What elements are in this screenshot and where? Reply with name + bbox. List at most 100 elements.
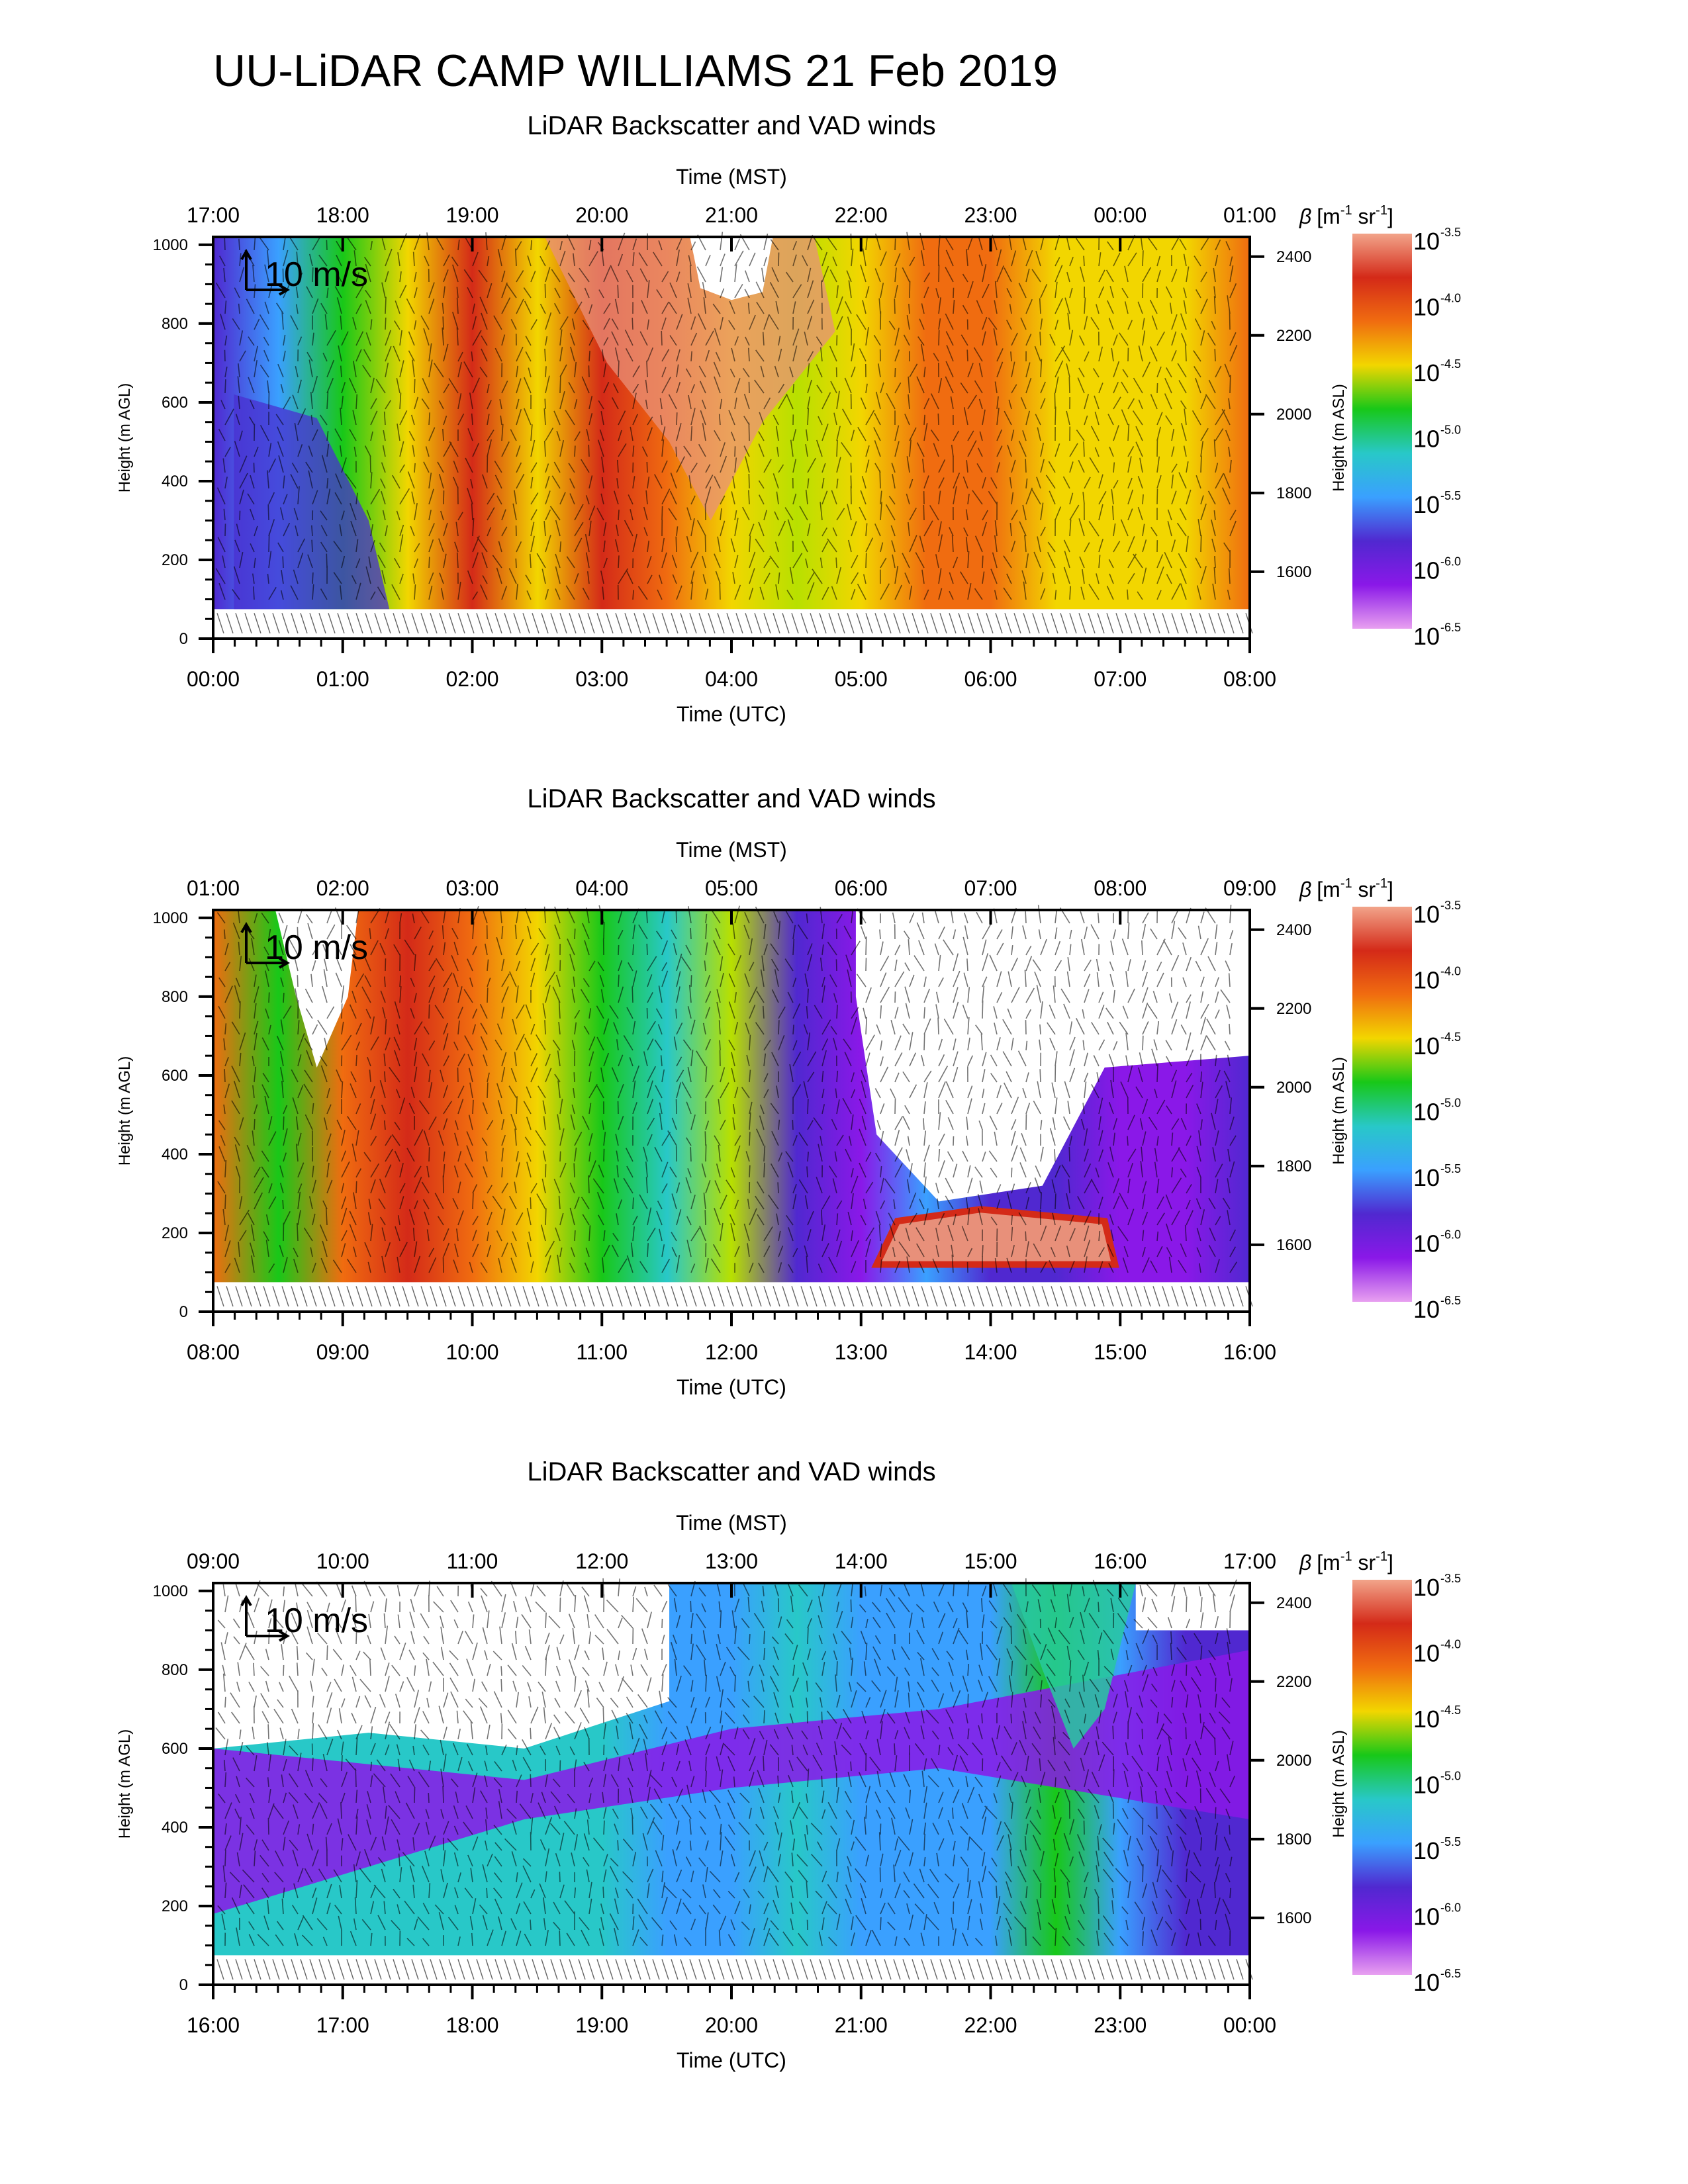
colorbar-tick-exponent: -4.5 [1440, 1704, 1461, 1717]
x-tick-label-mst: 11:00 [447, 1549, 498, 1573]
x-axis-label-utc: Time (UTC) [677, 702, 786, 726]
y-tick-label-agl: 0 [179, 1976, 188, 1994]
panel-2: LiDAR Backscatter and VAD winds Time (MST… [116, 784, 1461, 1399]
data-gap [690, 237, 773, 300]
vad-wind-arrows [216, 905, 1238, 1273]
y-tick-label-agl: 400 [162, 1146, 188, 1163]
colorbar-label-close: ] [1387, 878, 1393, 901]
x-tick-label-utc: 04:00 [705, 667, 758, 691]
x-axis-label-utc: Time (UTC) [677, 1375, 786, 1399]
colorbar-tick-base: 10 [1413, 1969, 1440, 1996]
vad-wind-arrows [215, 1578, 1237, 1946]
colorbar-label-close: ] [1387, 205, 1393, 228]
x-tick-label-utc: 11:00 [576, 1340, 628, 1364]
y-tick-label-asl: 1600 [1276, 1909, 1311, 1927]
y-tick-label-agl: 400 [162, 1819, 188, 1837]
y-axis-label-asl: Height (m ASL) [1330, 384, 1348, 492]
y-tick-label-asl: 2200 [1276, 1000, 1311, 1018]
x-tick-label-mst: 00:00 [1094, 203, 1147, 227]
y-axis-label-agl: Height (m AGL) [116, 1729, 134, 1839]
colorbar-tick-base: 10 [1413, 1772, 1440, 1799]
colorbar-tick-exponent: -6.0 [1440, 555, 1461, 569]
colorbar-label-exp1: -1 [1340, 1549, 1352, 1564]
colorbar-tick-exponent: -5.0 [1440, 1770, 1461, 1783]
x-tick-label-utc: 16:00 [1223, 1340, 1276, 1364]
y-tick-label-asl: 2000 [1276, 1752, 1311, 1770]
x-tick-label-utc: 07:00 [1094, 667, 1147, 691]
x-tick-label-mst: 04:00 [575, 876, 628, 900]
colorbar-tick-exponent: -6.0 [1440, 1901, 1461, 1915]
y-axis-label-agl: Height (m AGL) [116, 1056, 134, 1165]
colorbar-label: β [m-1 sr-1] [1299, 203, 1393, 228]
y-tick-label-asl: 1800 [1276, 1831, 1311, 1848]
y-tick-label-asl: 2200 [1276, 1673, 1311, 1691]
x-tick-label-utc: 17:00 [316, 2013, 369, 2037]
page-title: UU-LiDAR CAMP WILLIAMS 21 Feb 2019 [213, 46, 1058, 96]
colorbar-label-exp2: -1 [1376, 203, 1387, 218]
x-tick-label-utc: 20:00 [705, 2013, 758, 2037]
x-tick-label-mst: 21:00 [705, 203, 758, 227]
x-tick-label-utc: 05:00 [835, 667, 888, 691]
colorbar-label-units: [m [1317, 878, 1340, 901]
colorbar-tick-exponent: -5.0 [1440, 1097, 1461, 1110]
x-tick-label-mst: 09:00 [1223, 876, 1276, 900]
y-axis-label-asl: Height (m ASL) [1330, 1730, 1348, 1838]
x-tick-label-mst: 07:00 [964, 876, 1017, 900]
x-tick-label-mst: 09:00 [187, 1549, 240, 1573]
x-tick-label-mst: 17:00 [1223, 1549, 1276, 1573]
y-tick-label-agl: 600 [162, 394, 188, 412]
x-tick-label-utc: 01:00 [316, 667, 369, 691]
colorbar-tick-base: 10 [1413, 1230, 1440, 1257]
x-tick-label-utc: 19:00 [575, 2013, 628, 2037]
x-tick-label-utc: 02:00 [445, 667, 498, 691]
colorbar-tick-exponent: -5.5 [1440, 489, 1461, 502]
y-tick-label-agl: 600 [162, 1067, 188, 1085]
scale-arrow-label: 10 m/s [265, 255, 368, 294]
x-tick-label-mst: 06:00 [835, 876, 888, 900]
y-tick-label-agl: 800 [162, 1661, 188, 1679]
colorbar-tick-base: 10 [1413, 1837, 1440, 1864]
colorbar-label-units: [m [1317, 1551, 1340, 1574]
colorbar-tick-exponent: -5.0 [1440, 424, 1461, 437]
colorbar-tick-exponent: -4.0 [1440, 292, 1461, 305]
colorbar-tick-base: 10 [1413, 1164, 1440, 1191]
colorbar-label-beta: β [1299, 205, 1311, 228]
aerosol-plume [1011, 1583, 1136, 1749]
x-tick-label-utc: 08:00 [187, 1340, 240, 1364]
colorbar-tick-exponent: -3.5 [1440, 1572, 1461, 1585]
colorbar-tick-exponent: -4.5 [1440, 357, 1461, 371]
x-tick-label-mst: 03:00 [445, 876, 498, 900]
colorbar-tick-exponent: -5.5 [1440, 1835, 1461, 1848]
surface-arrow-strip [216, 613, 1253, 634]
x-tick-label-utc: 22:00 [964, 2013, 1017, 2037]
x-tick-label-mst: 23:00 [964, 203, 1017, 227]
x-tick-label-mst: 22:00 [835, 203, 888, 227]
y-tick-label-asl: 2000 [1276, 1079, 1311, 1097]
x-tick-label-mst: 20:00 [575, 203, 628, 227]
colorbar-tick-base: 10 [1413, 1574, 1440, 1601]
colorbar-tick-base: 10 [1413, 1296, 1440, 1323]
x-tick-label-mst: 17:00 [187, 203, 240, 227]
colorbar-tick-base: 10 [1413, 967, 1440, 994]
y-tick-label-agl: 1000 [153, 909, 188, 927]
colorbar-tick-exponent: -4.0 [1440, 965, 1461, 978]
y-tick-label-agl: 200 [162, 1224, 188, 1242]
x-tick-label-mst: 05:00 [705, 876, 758, 900]
data-gap [275, 910, 359, 1068]
x-tick-label-utc: 06:00 [964, 667, 1017, 691]
y-tick-label-agl: 1000 [153, 236, 188, 254]
colorbar-label-close: ] [1387, 1551, 1393, 1574]
colorbar-tick-exponent: -6.5 [1440, 1967, 1461, 1980]
clean-air-region [234, 394, 390, 610]
y-tick-label-agl: 1000 [153, 1582, 188, 1600]
colorbar-tick-base: 10 [1413, 1706, 1440, 1733]
colorbar-tick-base: 10 [1413, 359, 1440, 387]
colorbar-tick-base: 10 [1413, 1099, 1440, 1126]
colorbar-tick-exponent: -6.5 [1440, 621, 1461, 634]
x-tick-label-mst: 15:00 [964, 1549, 1017, 1573]
x-tick-label-mst: 14:00 [835, 1549, 888, 1573]
colorbar-tick-exponent: -4.5 [1440, 1030, 1461, 1044]
x-tick-label-mst: 08:00 [1094, 876, 1147, 900]
x-tick-label-utc: 15:00 [1094, 1340, 1147, 1364]
colorbar-tick-exponent: -5.5 [1440, 1162, 1461, 1175]
